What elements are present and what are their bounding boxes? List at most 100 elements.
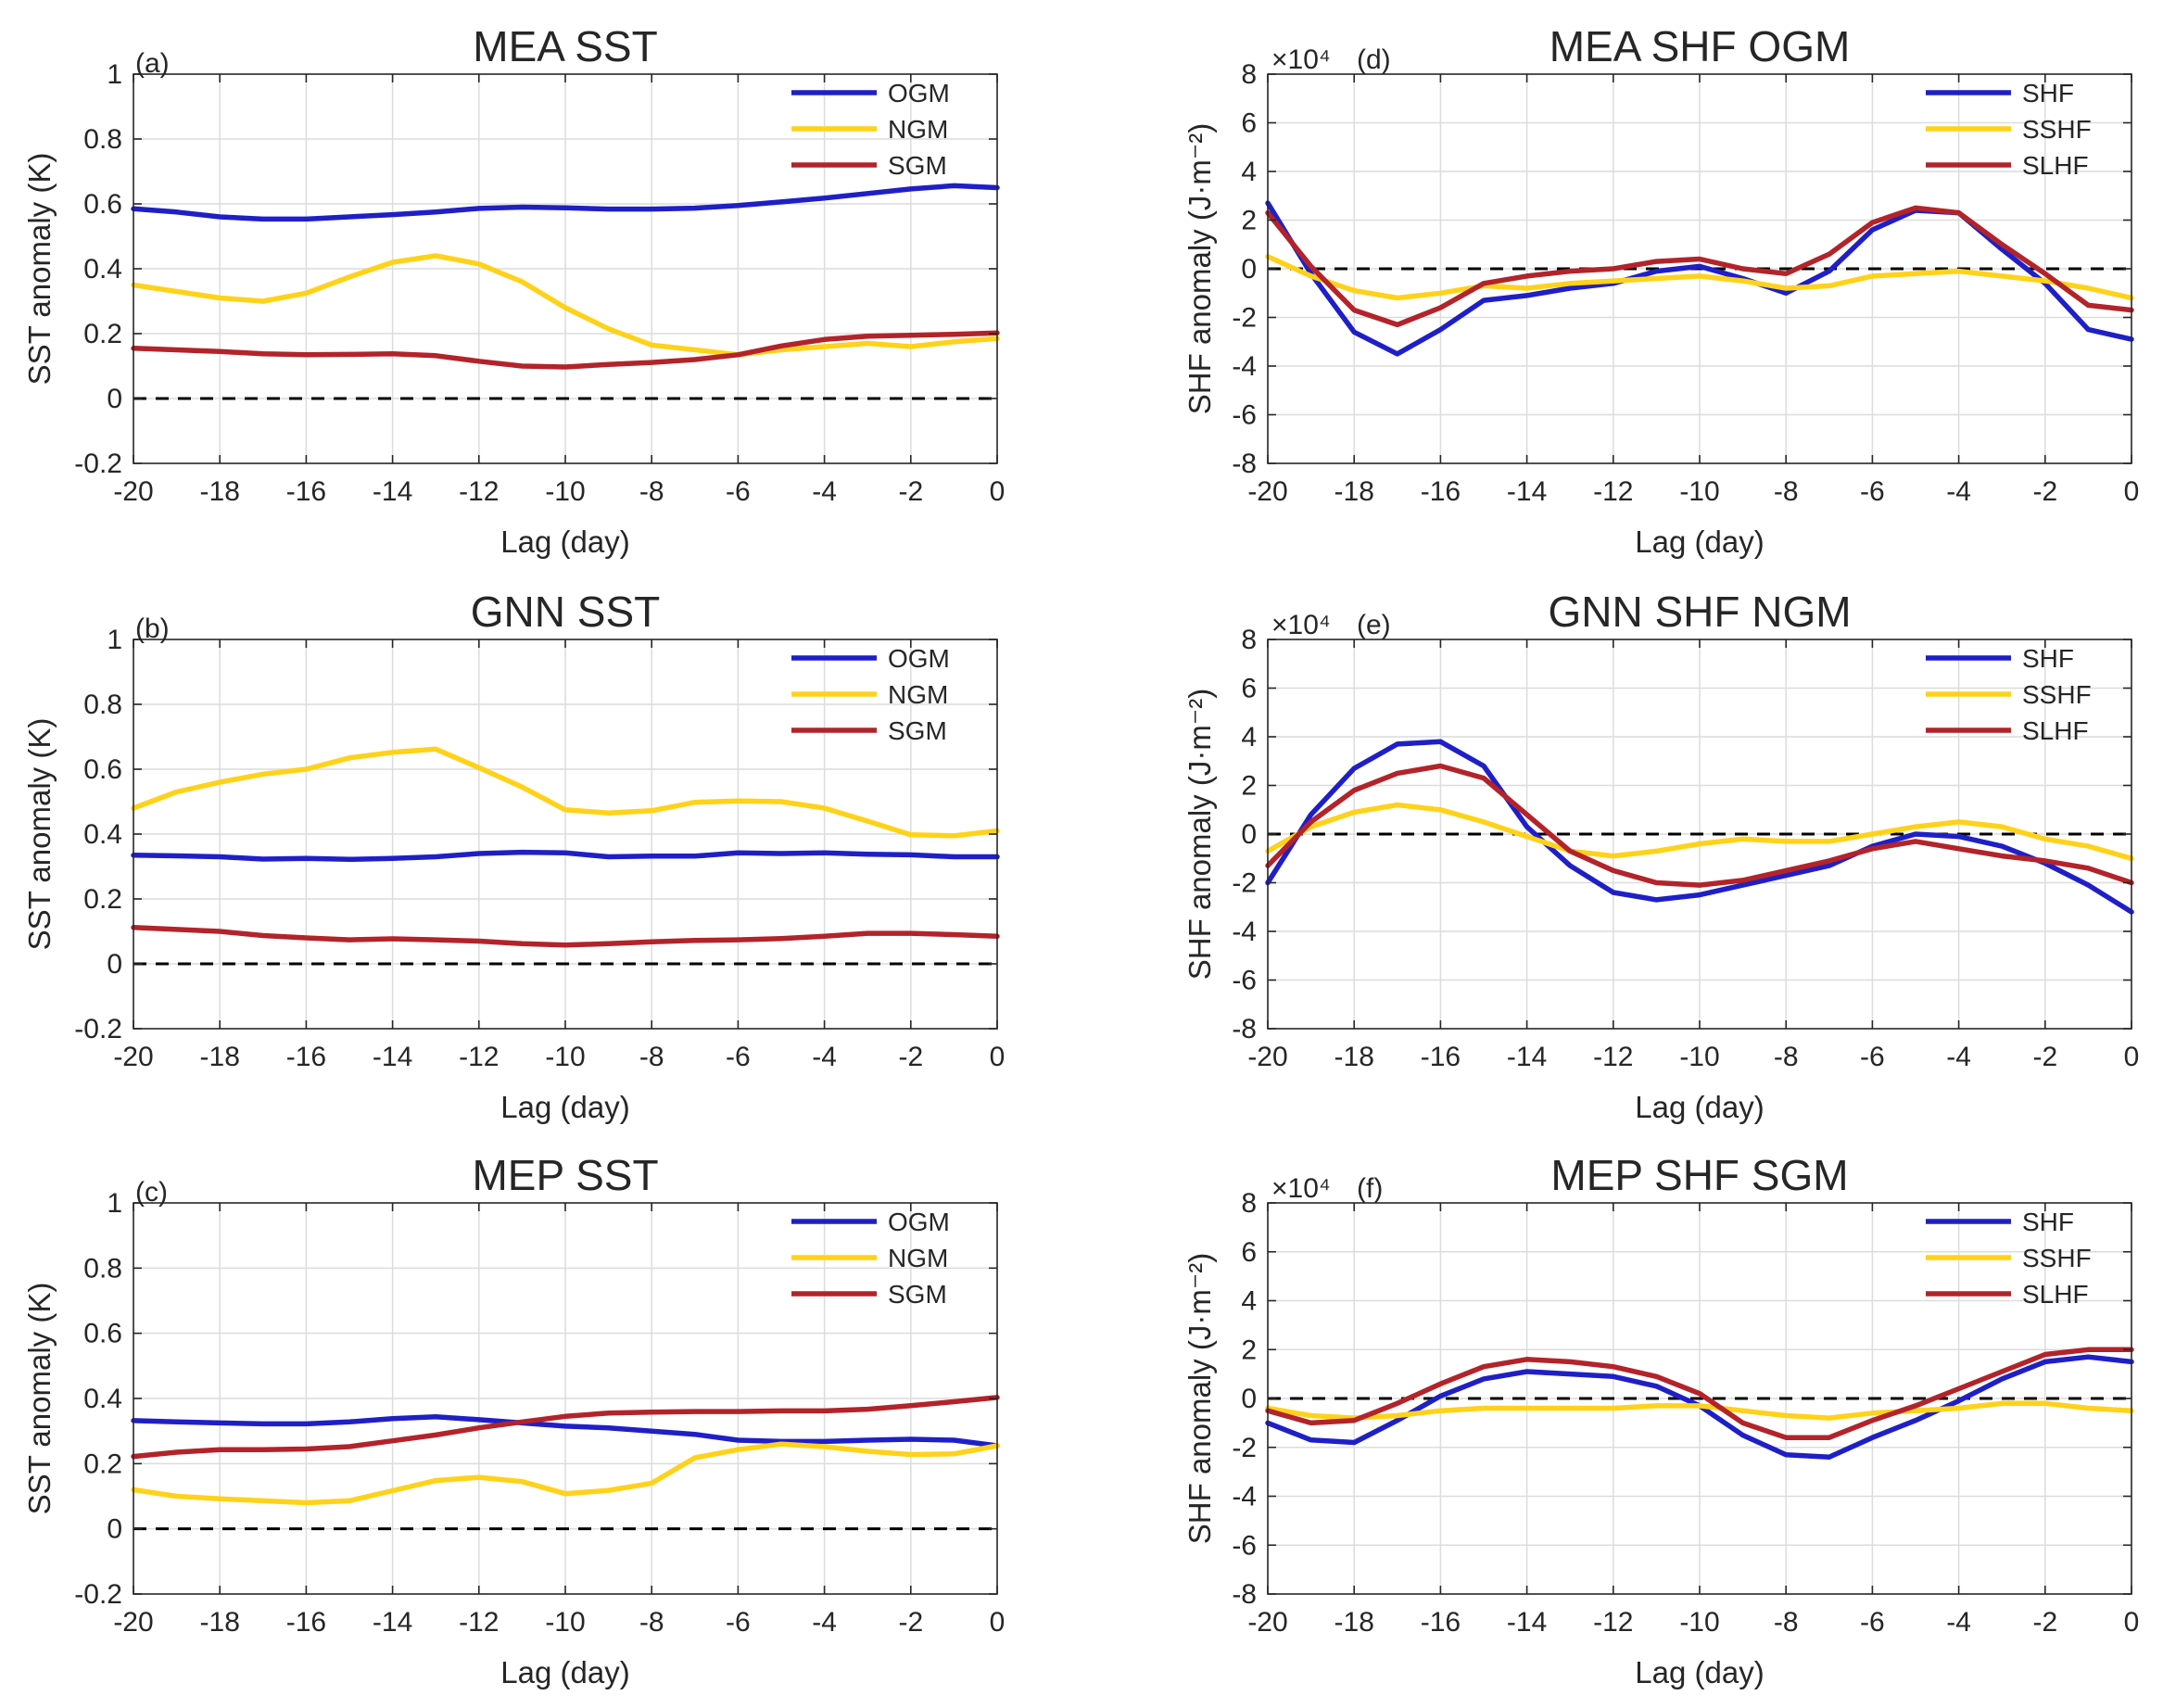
- chart-title: MEP SST: [472, 1151, 658, 1199]
- x-axis-label: Lag (day): [1635, 1090, 1764, 1124]
- legend-label-ogm: OGM: [888, 1208, 950, 1236]
- y-tick-label: -2: [1232, 868, 1257, 899]
- x-tick-label: -6: [1860, 476, 1885, 507]
- chart-title: MEA SHF OGM: [1550, 22, 1851, 70]
- y-tick-label: -8: [1232, 449, 1257, 479]
- y-tick-label: 0: [107, 949, 122, 980]
- x-tick-label: -20: [1247, 476, 1287, 507]
- x-tick-label: 0: [990, 476, 1006, 507]
- legend-label-ogm: OGM: [888, 644, 950, 673]
- x-tick-label: -2: [2032, 1042, 2057, 1072]
- y-axis-exponent: ×10⁴: [1271, 44, 1331, 75]
- panel-tag: (b): [135, 614, 170, 644]
- x-tick-label: -18: [1334, 1607, 1374, 1638]
- legend: OGM NGM SGM: [791, 644, 950, 745]
- series-line-ngm: [131, 746, 1000, 839]
- y-tick-label: 8: [1241, 1188, 1257, 1219]
- y-tick-label: 0.2: [83, 319, 122, 349]
- y-tick-label: 0.2: [83, 884, 122, 915]
- y-tick-label: 1: [107, 1188, 122, 1219]
- x-axis-label: Lag (day): [1635, 525, 1764, 559]
- x-tick-label: -2: [2032, 1607, 2057, 1638]
- x-tick-label: -4: [1946, 1042, 1971, 1072]
- legend: OGM NGM SGM: [791, 79, 950, 180]
- x-tick-label: -2: [2032, 476, 2057, 507]
- chart-panel-1: -20 -18 -16 -14 -12 -10 -8 -6 -4 -2 0-0.200.20.40.…: [22, 588, 1005, 1124]
- x-axis-label: Lag (day): [1635, 1655, 1764, 1689]
- panel-tag: (d): [1357, 44, 1391, 75]
- series-line-ngm: [131, 253, 1000, 358]
- y-tick-label: -2: [1232, 1433, 1257, 1463]
- chart-panel-0: -20 -18 -16 -14 -12 -10 -8 -6 -4 -2 0-0.200.20.40.…: [22, 22, 1005, 559]
- y-tick-label: 6: [1241, 674, 1257, 704]
- x-tick-label: -8: [1774, 476, 1799, 507]
- y-tick-label: -2: [1232, 303, 1257, 334]
- y-tick-label: 0.6: [83, 189, 122, 220]
- x-tick-label: -8: [639, 476, 664, 507]
- y-tick-label: 0: [1241, 1384, 1257, 1414]
- x-tick-label: -6: [1860, 1042, 1885, 1072]
- y-axis-label: SST anomaly (K): [22, 718, 57, 951]
- chart-title: MEP SHF SGM: [1550, 1151, 1848, 1199]
- y-tick-label: 2: [1241, 771, 1257, 802]
- y-tick-label: 6: [1241, 108, 1257, 139]
- x-tick-label: -18: [1334, 1042, 1374, 1072]
- y-tick-label: -6: [1232, 400, 1257, 431]
- x-tick-label: -8: [1774, 1042, 1799, 1072]
- x-tick-label: -4: [812, 1042, 837, 1072]
- panel-tag: (a): [135, 48, 170, 79]
- series-line-shf: [1265, 739, 2134, 915]
- y-tick-label: 4: [1241, 157, 1257, 187]
- y-axis-label: SST anomaly (K): [22, 1283, 57, 1515]
- x-tick-label: -6: [726, 476, 751, 507]
- x-tick-label: -14: [373, 1042, 412, 1072]
- y-tick-label: 0.4: [83, 254, 122, 285]
- y-axis-exponent: ×10⁴: [1271, 1173, 1331, 1204]
- legend-label-ngm: NGM: [888, 680, 948, 709]
- x-tick-label: -6: [726, 1042, 751, 1072]
- x-axis-label: Lag (day): [500, 1655, 629, 1689]
- series-line-ogm: [131, 183, 1000, 222]
- x-tick-label: -16: [286, 1042, 326, 1072]
- x-tick-label: -14: [1507, 1042, 1547, 1072]
- legend-label-slhf: SLHF: [2022, 151, 2089, 180]
- series-line-ngm: [131, 1441, 1000, 1506]
- x-tick-label: -12: [1593, 1607, 1633, 1638]
- y-tick-label: 4: [1241, 1286, 1257, 1317]
- legend-label-ngm: NGM: [888, 1244, 948, 1272]
- x-tick-label: -12: [1593, 476, 1633, 507]
- panel-tag: (c): [135, 1177, 168, 1208]
- x-tick-label: -12: [459, 1607, 499, 1638]
- y-tick-label: 0.8: [83, 690, 122, 720]
- x-tick-label: -14: [373, 1607, 412, 1638]
- y-tick-label: 4: [1241, 722, 1257, 753]
- series-line-sshf: [1265, 802, 2134, 862]
- x-tick-label: -18: [200, 1607, 240, 1638]
- y-tick-label: -6: [1232, 966, 1257, 996]
- y-tick-label: 0.4: [83, 1384, 122, 1414]
- y-tick-label: 0: [107, 384, 122, 414]
- x-tick-label: -8: [1774, 1607, 1799, 1638]
- x-tick-label: -2: [898, 1607, 923, 1638]
- x-axis-label: Lag (day): [500, 525, 629, 559]
- chart-title: GNN SST: [471, 588, 660, 636]
- series-line-sgm: [131, 1395, 1000, 1460]
- y-tick-label: -4: [1232, 1482, 1257, 1512]
- x-tick-label: 0: [2124, 1607, 2140, 1638]
- legend-label-shf: SHF: [2022, 79, 2074, 108]
- legend-label-sgm: SGM: [888, 151, 947, 180]
- legend-label-sgm: SGM: [888, 716, 947, 745]
- y-tick-label: 0: [1241, 254, 1257, 285]
- legend: SHF SSHF SLHF: [1926, 644, 2092, 745]
- y-tick-label: -8: [1232, 1014, 1257, 1044]
- chart-panel-4: -20 -18 -16 -14 -12 -10 -8 -6 -4 -2 0-8-6-4-202468…: [1183, 588, 2139, 1124]
- y-tick-label: 0: [107, 1514, 122, 1545]
- series-line-slhf: [1265, 1347, 2134, 1440]
- x-tick-label: -12: [459, 1042, 499, 1072]
- x-tick-label: -12: [1593, 1042, 1633, 1072]
- series-line-slhf: [1265, 763, 2134, 888]
- chart-panel-5: -20 -18 -16 -14 -12 -10 -8 -6 -4 -2 0-8-6-4-202468…: [1183, 1151, 2139, 1689]
- legend-label-sshf: SSHF: [2022, 680, 2092, 709]
- x-tick-label: -2: [898, 1042, 923, 1072]
- y-tick-label: 0.6: [83, 1319, 122, 1349]
